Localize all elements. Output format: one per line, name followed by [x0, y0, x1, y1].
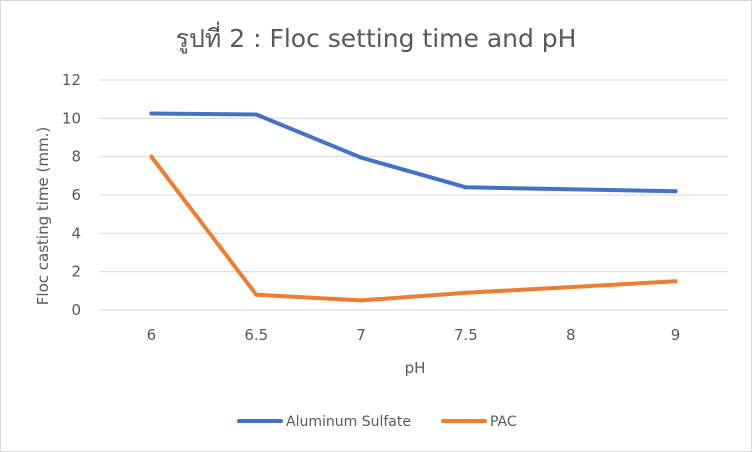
x-tick-label: 7.5	[454, 326, 478, 344]
data-point	[359, 298, 364, 303]
chart-title: รูปที่ 2 : Floc setting time and pH	[175, 24, 577, 53]
data-point	[149, 111, 154, 116]
y-tick-label: 6	[71, 186, 81, 204]
y-tick-label: 0	[71, 301, 81, 319]
legend: Aluminum Sulfate PAC	[237, 414, 517, 430]
x-axis-ticks: 6 6.5 7 7.5 8 9	[147, 326, 681, 344]
y-tick-label: 12	[62, 71, 81, 89]
x-tick-label: 6	[147, 326, 157, 344]
legend-label: Aluminum Sulfate	[286, 414, 411, 430]
y-tick-label: 8	[71, 148, 81, 166]
x-axis-title: pH	[405, 359, 426, 377]
data-point	[149, 154, 154, 159]
x-tick-label: 9	[671, 326, 681, 344]
data-point	[463, 185, 468, 190]
x-tick-label: 8	[566, 326, 576, 344]
data-point	[673, 279, 678, 284]
y-axis-ticks: 0 2 4 6 8 10 12	[62, 71, 81, 319]
x-tick-label: 7	[356, 326, 366, 344]
gridlines	[99, 79, 728, 311]
series-line-1	[149, 154, 678, 303]
y-axis-title: Floc casting time (mm.)	[34, 127, 52, 305]
data-point	[254, 292, 259, 297]
legend-label: PAC	[490, 414, 517, 430]
series-line-0	[149, 111, 678, 194]
data-point	[254, 112, 259, 117]
x-tick-label: 6.5	[244, 326, 268, 344]
y-tick-label: 4	[71, 224, 81, 242]
y-tick-label: 10	[62, 109, 81, 127]
data-point	[359, 155, 364, 160]
data-point	[673, 189, 678, 194]
data-point	[463, 290, 468, 295]
data-series	[149, 111, 678, 303]
y-tick-label: 2	[71, 263, 81, 281]
